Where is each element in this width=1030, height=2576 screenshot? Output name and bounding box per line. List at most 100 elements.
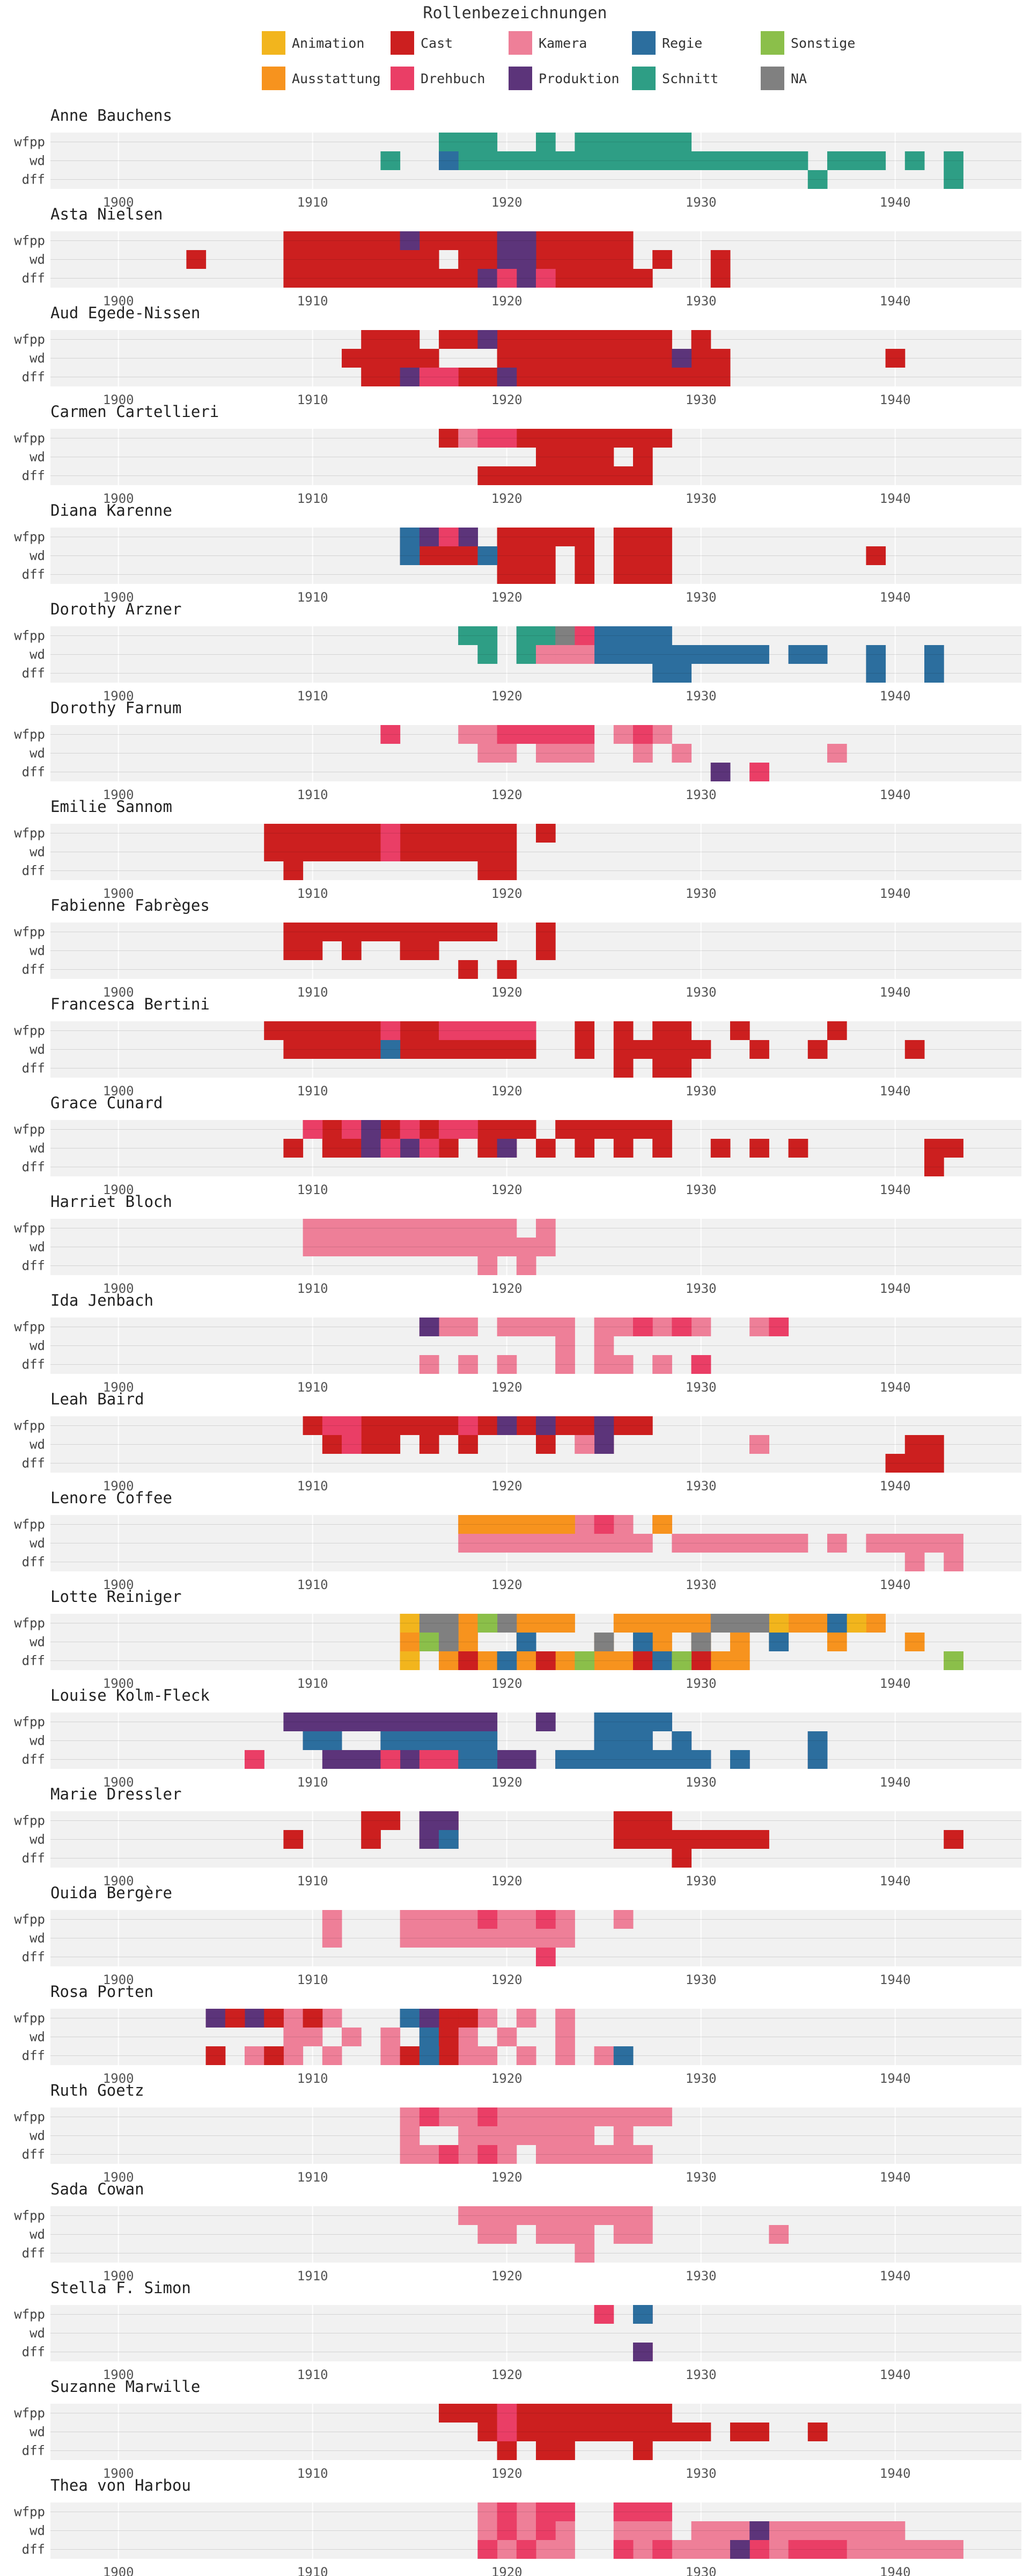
role-cell-wfpp-1920-produktion	[497, 1416, 517, 1435]
row-label-dff: dff	[22, 2443, 45, 2458]
x-tick-label-1910: 1910	[297, 1479, 328, 1494]
x-tick-label-1920: 1920	[491, 1775, 523, 1790]
row-label-wd: wd	[30, 1042, 45, 1057]
role-cell-wd-1933-1933	[749, 1040, 769, 1059]
role-cell-wd-1941-1941	[904, 1040, 925, 1059]
row-label-wd: wd	[30, 746, 45, 761]
x-tick-label-1900: 1900	[103, 985, 134, 1000]
row-label-wfpp: wfpp	[14, 628, 45, 643]
panel-title: Marie Dressler	[50, 1785, 181, 1803]
role-cell-dff-1922-cast	[536, 1651, 556, 1670]
role-cell-wd-1932-1932	[730, 1633, 750, 1651]
x-tick-label-1900: 1900	[103, 2367, 134, 2382]
role-cell-wfpp-1915-drehbuch	[400, 1120, 420, 1139]
role-cell-wfpp-1922-1922	[536, 923, 556, 941]
panel-title: Aud Egede-Nissen	[50, 304, 200, 322]
row-label-wd: wd	[30, 1733, 45, 1748]
x-tick-label-1930: 1930	[686, 1972, 717, 1987]
role-cell-wd-1927-1927	[633, 744, 653, 763]
role-cell-dff-1926-drehbuch	[613, 2540, 634, 2559]
row-label-wd: wd	[30, 1536, 45, 1551]
role-cell-dff-1927-regie	[633, 1750, 653, 1769]
x-tick-label-1900: 1900	[103, 2466, 134, 2481]
x-tick-label-1900: 1900	[103, 1676, 134, 1691]
x-tick-label-1900: 1900	[103, 590, 134, 605]
role-cell-dff-1923-regie	[555, 1750, 575, 1769]
x-tick-label-1910: 1910	[297, 2466, 328, 2481]
row-label-wfpp: wfpp	[14, 925, 45, 940]
row-label-dff: dff	[22, 2345, 45, 2360]
row-label-wfpp: wfpp	[14, 2208, 45, 2223]
x-tick-label-1940: 1940	[880, 1281, 911, 1296]
row-label-wd: wd	[30, 1931, 45, 1946]
role-cell-wfpp-1913-produktion	[361, 1120, 381, 1139]
role-cell-wfpp-1938-animation	[847, 1614, 866, 1633]
panel-background	[50, 1811, 1021, 1868]
role-cell-wd-1936-regie	[807, 1731, 828, 1750]
row-label-wd: wd	[30, 845, 45, 860]
role-cell-dff-1924-1924	[575, 2244, 595, 2263]
role-cell-wd-1914-regie	[380, 1040, 401, 1059]
x-tick-label-1930: 1930	[686, 294, 717, 309]
role-cell-wd-1926-1927	[613, 2225, 653, 2244]
role-cell-dff-1909-1909	[283, 861, 304, 880]
role-cell-wd-1915-produktion	[400, 1139, 420, 1158]
x-tick-label-1920: 1920	[491, 886, 523, 901]
role-cell-wfpp-1921-drehbuch	[516, 725, 536, 744]
role-cell-dff-1914-1914	[380, 2046, 401, 2065]
row-label-wd: wd	[30, 2227, 45, 2242]
role-cell-wd-1916-regie	[419, 2028, 439, 2046]
panel-rosa-porten: Rosa Porten wfpp wd dff 1900 1910 1920 1930 1940	[14, 1982, 1021, 2086]
role-cell-wfpp-1919-drehbuch	[477, 1910, 498, 1929]
legend-entry-na: NA	[761, 67, 807, 90]
role-cell-dff-1919-drehbuch	[477, 2145, 498, 2164]
role-cell-wd-1920-produktion	[497, 1139, 517, 1158]
row-label-wd: wd	[30, 2523, 45, 2538]
row-label-wfpp: wfpp	[14, 1912, 45, 1927]
role-cell-wfpp-1932-na	[730, 1614, 750, 1633]
x-tick-label-1930: 1930	[686, 1182, 717, 1197]
role-cell-wd-1941-1942	[904, 1435, 944, 1454]
role-cell-wfpp-1922-1922	[536, 133, 556, 151]
role-cell-wfpp-1918-cast	[458, 2009, 478, 2028]
role-cell-wfpp-1910-cast	[303, 2009, 323, 2028]
role-cell-wd-1926-1926	[613, 1139, 634, 1158]
panel-louise-kolm-fleck: Louise Kolm-Fleck wfpp wd dff 1900 1910 1920 19…	[14, 1686, 1021, 1790]
panel-title: Dorothy Arzner	[50, 600, 181, 618]
x-tick-label-1930: 1930	[686, 491, 717, 506]
role-cell-wfpp-1915-regie	[400, 2009, 420, 2028]
role-cell-wfpp-1918-drehbuch	[458, 1416, 478, 1435]
role-cell-dff-1920-regie	[497, 1651, 517, 1670]
role-cell-dff-1919-produktion	[477, 269, 498, 288]
role-cell-dff-1917-drehbuch	[439, 368, 459, 386]
role-cell-wfpp-1920-1923	[497, 1318, 575, 1336]
role-cell-dff-1935-drehbuch	[788, 2540, 808, 2559]
role-cell-dff-1931-1931	[710, 269, 731, 288]
panel-title: Thea von Harbou	[50, 2476, 191, 2494]
role-cell-wd-1926-1928	[613, 546, 672, 565]
role-cell-wd-1924-1924	[575, 1139, 595, 1158]
x-tick-label-1920: 1920	[491, 2565, 523, 2576]
row-label-wfpp: wfpp	[14, 1616, 45, 1631]
role-cell-wfpp-1934-animation	[769, 1614, 789, 1633]
role-cell-wd-1939-1939	[866, 546, 886, 565]
role-cell-dff-1911-1911	[322, 2046, 342, 2065]
role-cell-wd-1936-1936	[807, 1040, 828, 1059]
role-cell-wd-1925-regie	[594, 1731, 614, 1750]
role-cell-dff-1926-1928	[613, 565, 672, 584]
role-cell-wfpp-1924-drehbuch	[575, 626, 595, 645]
role-cell-wd-1927-regie	[633, 1633, 653, 1651]
role-cell-wd-1937-1937	[827, 1633, 847, 1651]
x-tick-label-1940: 1940	[880, 1775, 911, 1790]
role-cell-wfpp-1921-produktion	[516, 231, 536, 250]
role-cell-wd-1923-1923	[555, 1336, 575, 1355]
legend-entry-schnitt: Schnitt	[632, 67, 718, 90]
role-cell-wd-1918-1918	[458, 1435, 478, 1454]
panel-lenore-coffee: Lenore Coffee wfpp wd dff 1900 1910 1920 1930 19…	[14, 1489, 1021, 1592]
role-cell-wfpp-1931-na	[710, 1614, 731, 1633]
role-cell-wd-1929-produktion	[672, 349, 692, 368]
role-cell-wfpp-1923-drehbuch	[555, 725, 575, 744]
role-cell-wd-1943-1943	[944, 1830, 963, 1849]
role-cell-wd-1918-1927	[458, 1534, 653, 1553]
